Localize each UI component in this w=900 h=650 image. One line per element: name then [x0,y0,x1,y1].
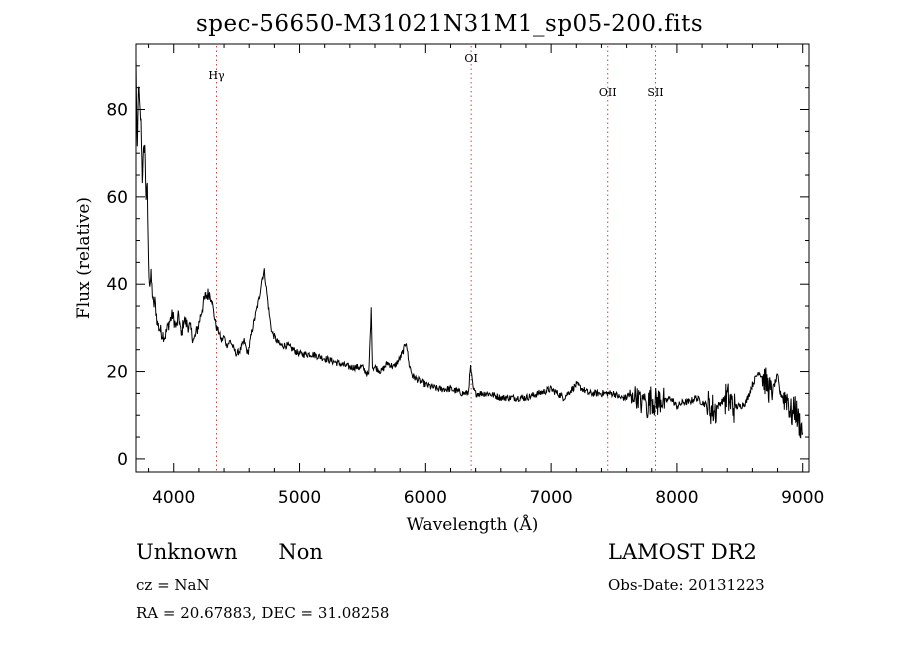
x-tick-label: 9000 [781,488,824,508]
object-subclass: Non [278,540,323,564]
object-type: Unknown [136,540,238,564]
x-tick-label: 7000 [529,488,572,508]
line-marker-label: OII [599,86,617,99]
y-axis-label: Flux (relative) [74,197,94,319]
x-tick-label: 4000 [152,488,195,508]
y-tick-label: 0 [117,450,128,470]
line-marker-label: Hγ [208,69,225,82]
y-tick-label: 80 [106,101,128,121]
coordinates-label: RA = 20.67883, DEC = 31.08258 [136,604,390,622]
y-tick-label: 40 [106,275,128,295]
obs-date-label: Obs-Date: 20131223 [608,576,765,594]
survey-label: LAMOST DR2 [608,540,757,564]
x-tick-label: 5000 [278,488,321,508]
line-marker-label: SII [647,86,663,99]
x-axis-label: Wavelength (Å) [407,514,539,535]
redshift-label: cz = NaN [136,576,210,594]
object-classification: Unknown Non [136,540,357,564]
chart-title: spec-56650-M31021N31M1_sp05-200.fits [196,11,704,37]
y-tick-label: 60 [106,188,128,208]
plot-frame [135,43,810,473]
x-tick-label: 8000 [655,488,698,508]
line-marker-label: OI [464,52,477,65]
spectrum-line [135,59,804,439]
y-tick-label: 20 [106,363,128,383]
x-tick-label: 6000 [404,488,447,508]
